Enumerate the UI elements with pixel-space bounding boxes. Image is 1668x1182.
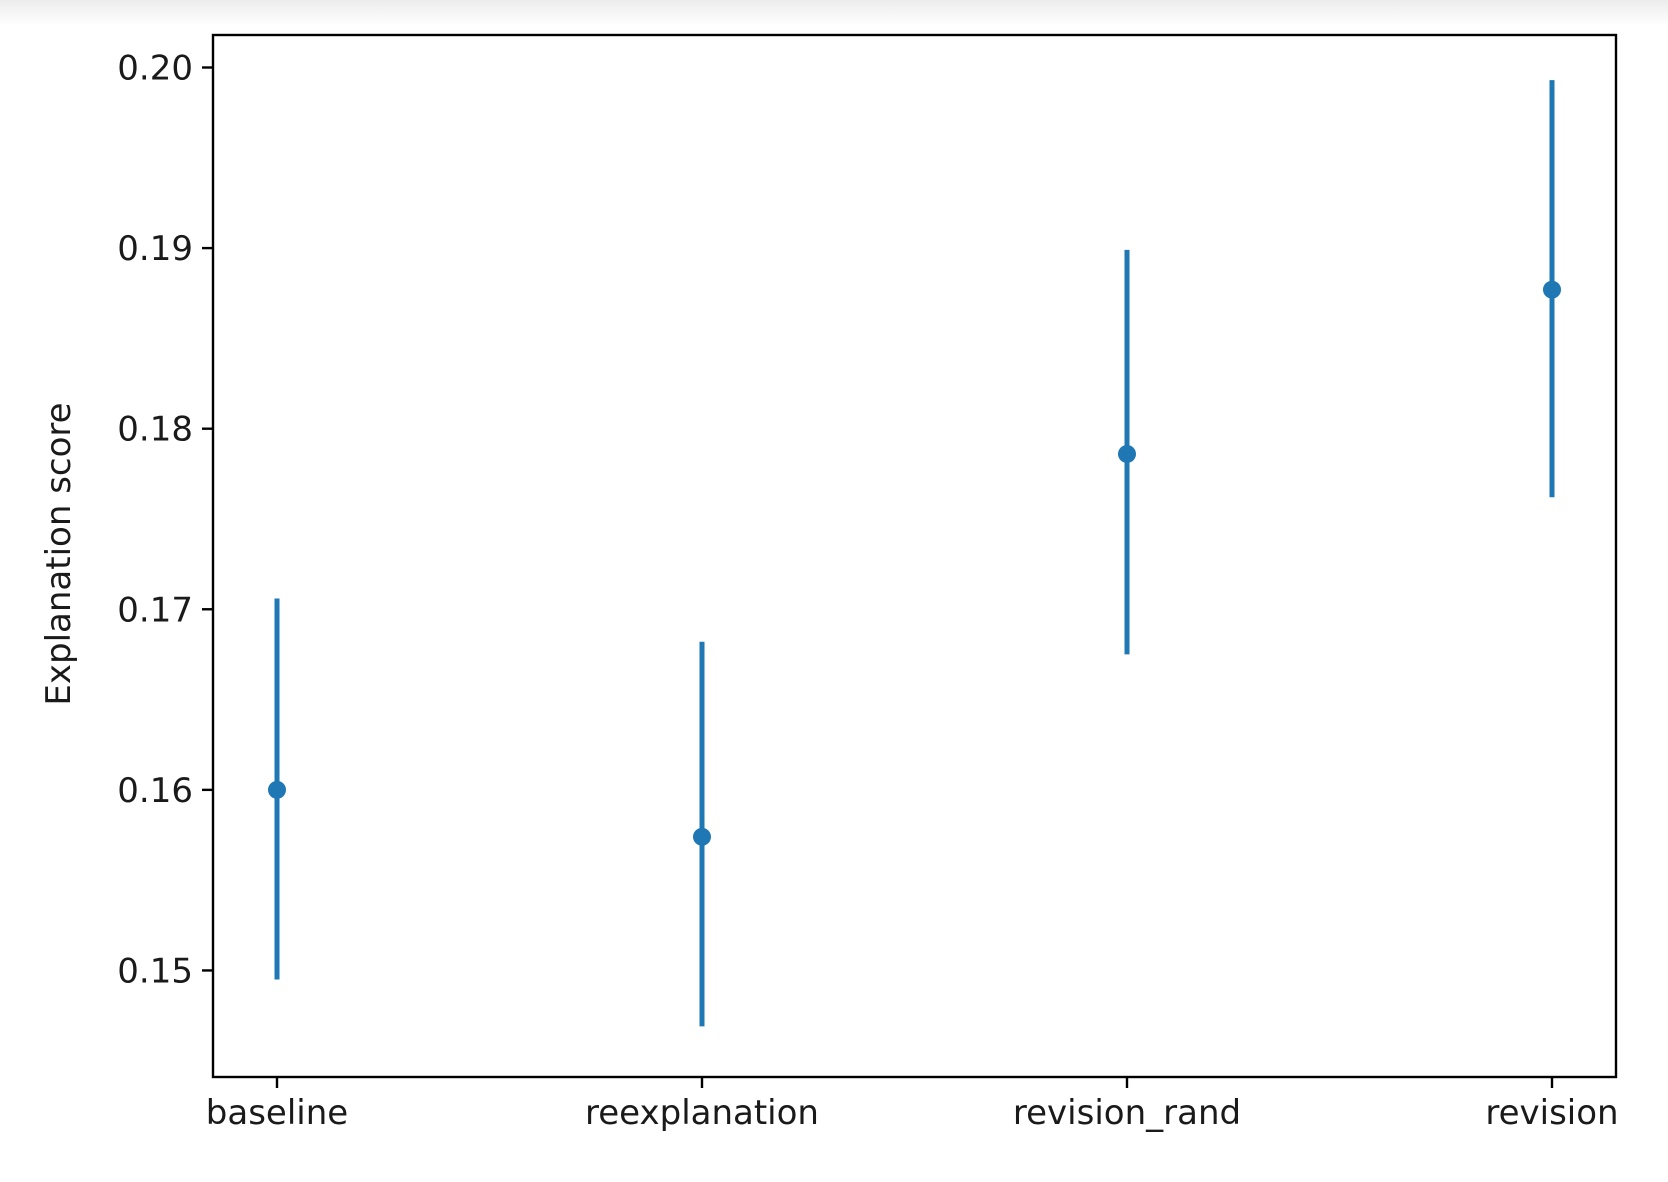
- x-tick-label: revision_rand: [1013, 1093, 1241, 1133]
- y-tick-label: 0.16: [117, 771, 193, 811]
- x-axis: baseline reexplanation revision_rand revisi…: [206, 1077, 1619, 1133]
- x-tick-label: revision: [1485, 1093, 1618, 1133]
- y-tick-label: 0.18: [117, 410, 193, 450]
- y-axis-label: Explanation score: [39, 402, 79, 705]
- y-tick-label: 0.17: [117, 590, 193, 630]
- data-point: [693, 827, 711, 846]
- x-tick-label: baseline: [206, 1093, 348, 1133]
- y-axis: 0.15 0.16 0.17 0.18 0.19 0.20: [117, 49, 213, 991]
- x-tick-label: reexplanation: [585, 1093, 819, 1133]
- window-top-shadow: [0, 0, 1668, 26]
- data-point: [268, 780, 286, 799]
- axes-frame: [211, 33, 1618, 1079]
- data-point: [1118, 444, 1136, 463]
- plot-area: [268, 80, 1561, 1027]
- y-tick-label: 0.20: [117, 49, 193, 89]
- y-tick-label: 0.15: [117, 951, 193, 991]
- data-point: [1543, 280, 1561, 299]
- y-tick-label: 0.19: [117, 229, 193, 269]
